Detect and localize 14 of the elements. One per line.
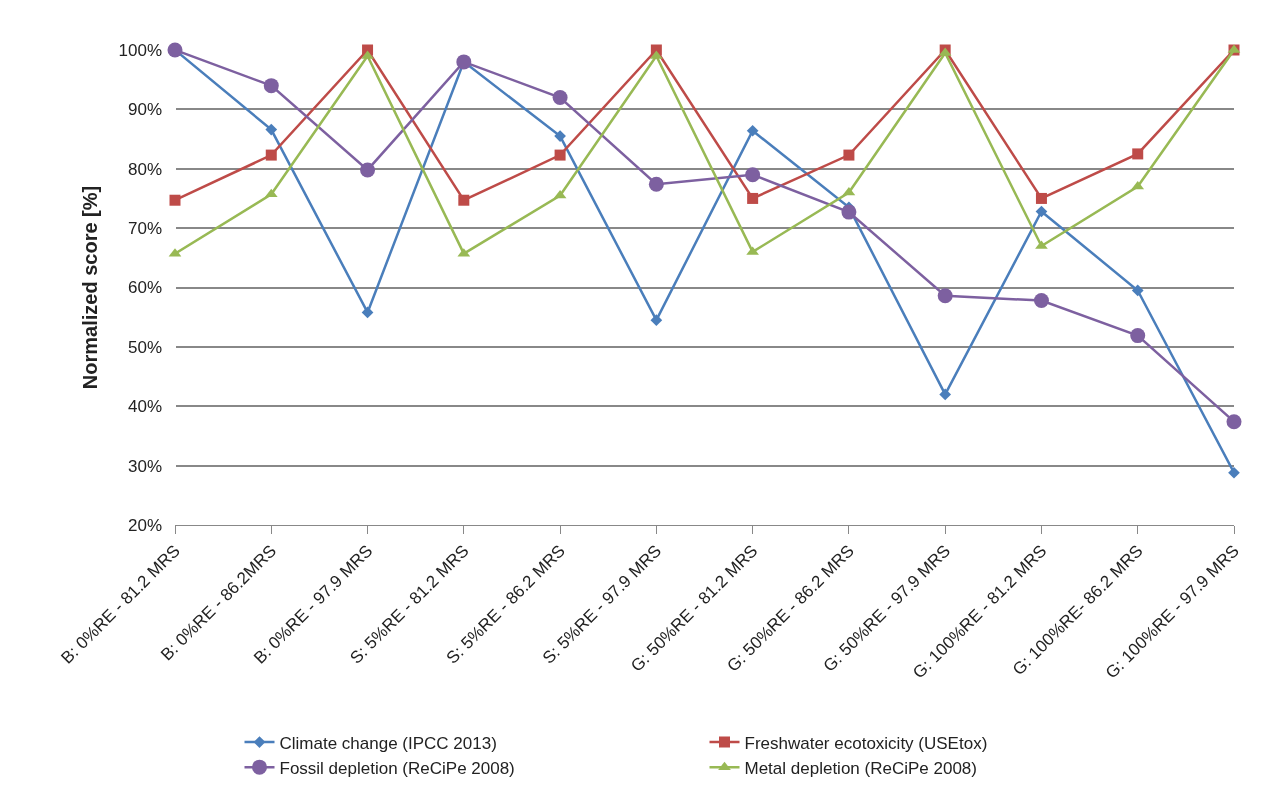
- y-tick-label: 20%: [127, 515, 162, 535]
- legend-label: Metal depletion (ReCiPe 2008): [744, 758, 977, 778]
- y-axis-title: Normalized score [%]: [79, 185, 102, 390]
- y-tick-label: 50%: [127, 337, 162, 357]
- legend-label: Climate change (IPCC 2013): [279, 733, 497, 753]
- y-tick-label: 80%: [127, 159, 162, 179]
- y-tick-label: 70%: [127, 219, 162, 239]
- y-tick-label: 60%: [127, 278, 162, 298]
- y-tick-label: 90%: [127, 100, 162, 120]
- y-tick-label: 30%: [127, 456, 162, 476]
- legend-label: Fossil depletion (ReCiPe 2008): [279, 758, 515, 778]
- y-tick-label: 40%: [127, 397, 162, 417]
- y-tick-label: 100%: [118, 40, 162, 60]
- legend-label: Freshwater ecotoxicity (USEtox): [744, 733, 988, 753]
